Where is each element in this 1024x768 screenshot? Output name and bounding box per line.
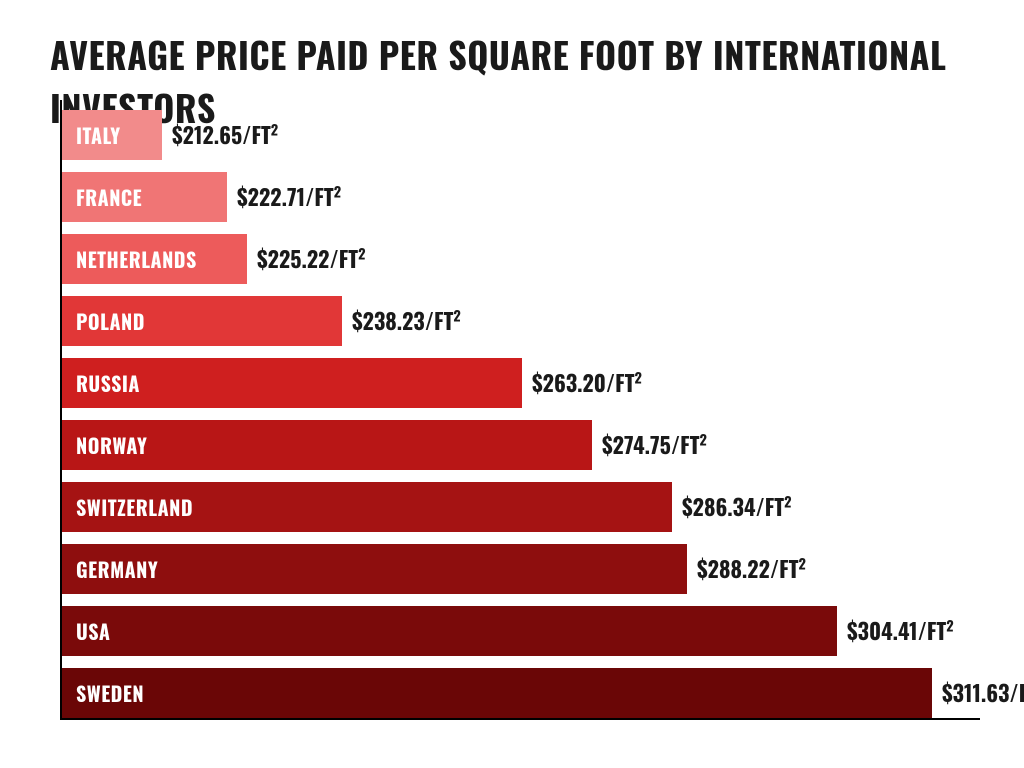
bar-row: GERMANY $288.22/FT2 <box>62 544 980 594</box>
bar-value: $263.20/FT2 <box>532 367 642 399</box>
bar-value: $286.34/FT2 <box>682 491 791 523</box>
bar-value: $212.65/FT2 <box>172 119 278 151</box>
bar-row: SWITZERLAND $286.34/FT2 <box>62 482 980 532</box>
bar-row: RUSSIA $263.20/FT2 <box>62 358 980 408</box>
bar-row: SWEDEN $311.63/FT2 <box>62 668 980 718</box>
bar-row: USA $304.41/FT2 <box>62 606 980 656</box>
bar-value: $238.23/FT2 <box>352 305 461 337</box>
bar-value: $311.63/FT2 <box>942 677 1024 709</box>
bar-poland: POLAND <box>62 296 342 346</box>
bar-usa: USA <box>62 606 837 656</box>
bar-chart: ITALY $212.65/FT2 FRANCE $222.71/FT2 NET… <box>60 100 980 720</box>
bar-row: NORWAY $274.75/FT2 <box>62 420 980 470</box>
bar-row: ITALY $212.65/FT2 <box>62 110 980 160</box>
chart-stage: AVERAGE PRICE PAID PER SQUARE FOOT BY IN… <box>0 0 1024 768</box>
bar-norway: NORWAY <box>62 420 592 470</box>
bar-row: FRANCE $222.71/FT2 <box>62 172 980 222</box>
bar-value: $288.22/FT2 <box>697 553 806 585</box>
bar-row: POLAND $238.23/FT2 <box>62 296 980 346</box>
bar-value: $304.41/FT2 <box>847 615 954 647</box>
bar-value: $225.22/FT2 <box>257 243 365 275</box>
bar-sweden: SWEDEN <box>62 668 932 718</box>
bar-france: FRANCE <box>62 172 227 222</box>
bar-switzerland: SWITZERLAND <box>62 482 672 532</box>
bar-germany: GERMANY <box>62 544 687 594</box>
bar-italy: ITALY <box>62 110 162 160</box>
bar-netherlands: NETHERLANDS <box>62 234 247 284</box>
bar-value: $222.71/FT2 <box>237 181 341 213</box>
bar-row: NETHERLANDS $225.22/FT2 <box>62 234 980 284</box>
bar-value: $274.75/FT2 <box>602 429 707 461</box>
bar-russia: RUSSIA <box>62 358 522 408</box>
